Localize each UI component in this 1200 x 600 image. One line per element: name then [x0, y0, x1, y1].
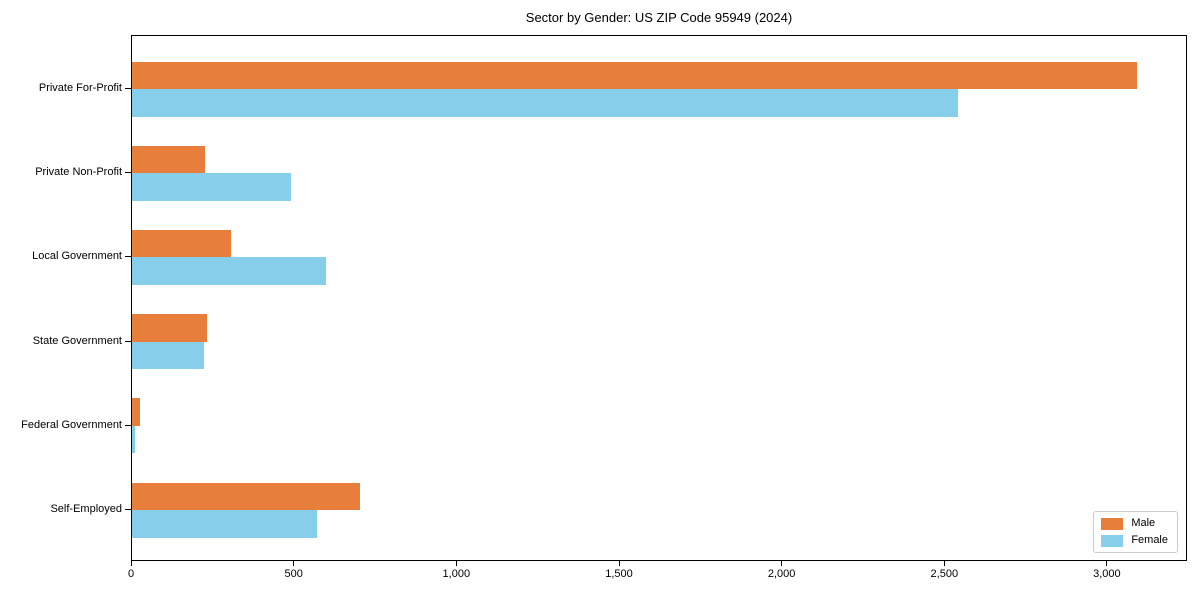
bar-female-private-non-profit [132, 173, 292, 201]
bar-female-private-for-profit [132, 89, 959, 117]
legend: Male Female [1093, 511, 1178, 553]
bar-female-state-government [132, 341, 204, 370]
legend-label-male: Male [1131, 517, 1156, 529]
x-tick-label: 0 [127, 568, 135, 580]
chart-title: Sector by Gender: US ZIP Code 95949 (202… [525, 10, 793, 25]
plot-area: Male Female [131, 35, 1187, 561]
category-label-private-non-profit: Private Non-Profit [35, 166, 122, 179]
bar-male-self-employed [132, 482, 360, 510]
legend-swatch-male [1101, 517, 1124, 530]
legend-item-female: Female [1101, 534, 1168, 547]
bar-female-local-government [132, 257, 326, 285]
category-label-federal-government: Federal Government [21, 418, 122, 431]
y-tick [125, 88, 131, 89]
y-tick [125, 256, 131, 258]
y-tick [125, 424, 131, 426]
bar-male-private-for-profit [132, 61, 1138, 89]
x-tick [943, 561, 945, 566]
bar-male-private-non-profit [132, 145, 206, 174]
bar-female-self-employed [132, 510, 318, 538]
x-tick [455, 561, 457, 566]
y-tick [125, 340, 131, 342]
category-label-self-employed: Self-Employed [50, 503, 122, 515]
bar-male-state-government [132, 314, 207, 342]
x-tick-label: 500 [284, 568, 303, 580]
x-tick [781, 561, 783, 566]
x-tick [1106, 561, 1108, 566]
bar-male-local-government [132, 229, 232, 258]
category-label-local-government: Local Government [32, 250, 122, 263]
x-tick [130, 561, 132, 566]
x-tick-label: 1,500 [605, 568, 633, 580]
x-tick-label: 2,000 [767, 568, 796, 580]
category-label-private-for-profit: Private For-Profit [38, 82, 122, 94]
x-tick-label: 1,000 [442, 568, 471, 580]
legend-swatch-female [1101, 534, 1124, 547]
bar-female-federal-government [132, 425, 136, 454]
category-label-state-government: State Government [32, 334, 122, 347]
legend-label-female: Female [1131, 534, 1168, 546]
x-tick-label: 3,000 [1093, 568, 1121, 580]
y-tick [125, 509, 131, 510]
x-tick-label: 2,500 [930, 568, 959, 580]
y-tick [125, 172, 131, 174]
x-tick [293, 561, 295, 566]
x-tick [618, 561, 620, 566]
bar-male-federal-government [132, 398, 141, 426]
legend-item-male: Male [1101, 517, 1168, 530]
